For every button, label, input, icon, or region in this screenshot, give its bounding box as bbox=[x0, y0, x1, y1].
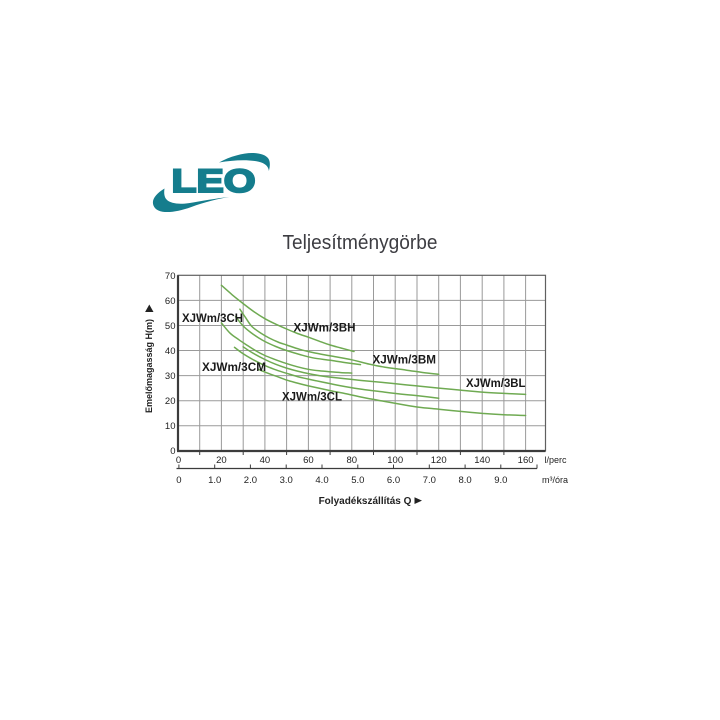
svg-text:m³/óra: m³/óra bbox=[542, 475, 568, 485]
svg-text:7.0: 7.0 bbox=[423, 475, 436, 486]
svg-text:0: 0 bbox=[176, 475, 181, 486]
svg-text:9.0: 9.0 bbox=[494, 475, 507, 486]
svg-text:20: 20 bbox=[216, 455, 227, 466]
svg-text:XJWm/3CM: XJWm/3CM bbox=[202, 360, 266, 374]
svg-text:LEO: LEO bbox=[172, 163, 256, 199]
svg-text:XJWm/3BH: XJWm/3BH bbox=[294, 321, 356, 335]
svg-text:3.0: 3.0 bbox=[280, 475, 293, 486]
svg-text:6.0: 6.0 bbox=[387, 475, 400, 486]
svg-text:140: 140 bbox=[474, 455, 490, 466]
svg-text:0: 0 bbox=[170, 446, 175, 457]
svg-text:2.0: 2.0 bbox=[244, 475, 257, 486]
svg-text:70: 70 bbox=[165, 271, 176, 282]
svg-text:20: 20 bbox=[165, 396, 176, 407]
svg-text:160: 160 bbox=[518, 455, 534, 466]
svg-text:l/perc: l/perc bbox=[545, 455, 568, 465]
svg-text:Folyadékszállítás Q: Folyadékszállítás Q bbox=[319, 496, 412, 507]
svg-text:10: 10 bbox=[165, 421, 176, 432]
svg-text:30: 30 bbox=[165, 371, 176, 382]
svg-text:120: 120 bbox=[431, 455, 447, 466]
svg-text:Emelőmagasság H(m): Emelőmagasság H(m) bbox=[144, 319, 155, 413]
svg-text:50: 50 bbox=[165, 321, 176, 332]
svg-text:60: 60 bbox=[303, 455, 314, 466]
svg-text:40: 40 bbox=[165, 346, 176, 357]
svg-text:XJWm/3CL: XJWm/3CL bbox=[282, 390, 342, 404]
svg-text:8.0: 8.0 bbox=[458, 475, 471, 486]
svg-text:100: 100 bbox=[387, 455, 403, 466]
svg-text:XJWm/3CH: XJWm/3CH bbox=[182, 311, 243, 325]
svg-text:Teljesítménygörbe: Teljesítménygörbe bbox=[283, 232, 438, 254]
svg-text:80: 80 bbox=[347, 455, 358, 466]
svg-text:40: 40 bbox=[260, 455, 271, 466]
svg-text:60: 60 bbox=[165, 296, 176, 307]
svg-text:5.0: 5.0 bbox=[351, 475, 364, 486]
svg-text:0: 0 bbox=[176, 455, 181, 466]
svg-text:XJWm/3BM: XJWm/3BM bbox=[373, 353, 437, 367]
svg-text:4.0: 4.0 bbox=[315, 475, 328, 486]
svg-text:1.0: 1.0 bbox=[208, 475, 221, 486]
svg-text:XJWm/3BL: XJWm/3BL bbox=[466, 376, 526, 390]
